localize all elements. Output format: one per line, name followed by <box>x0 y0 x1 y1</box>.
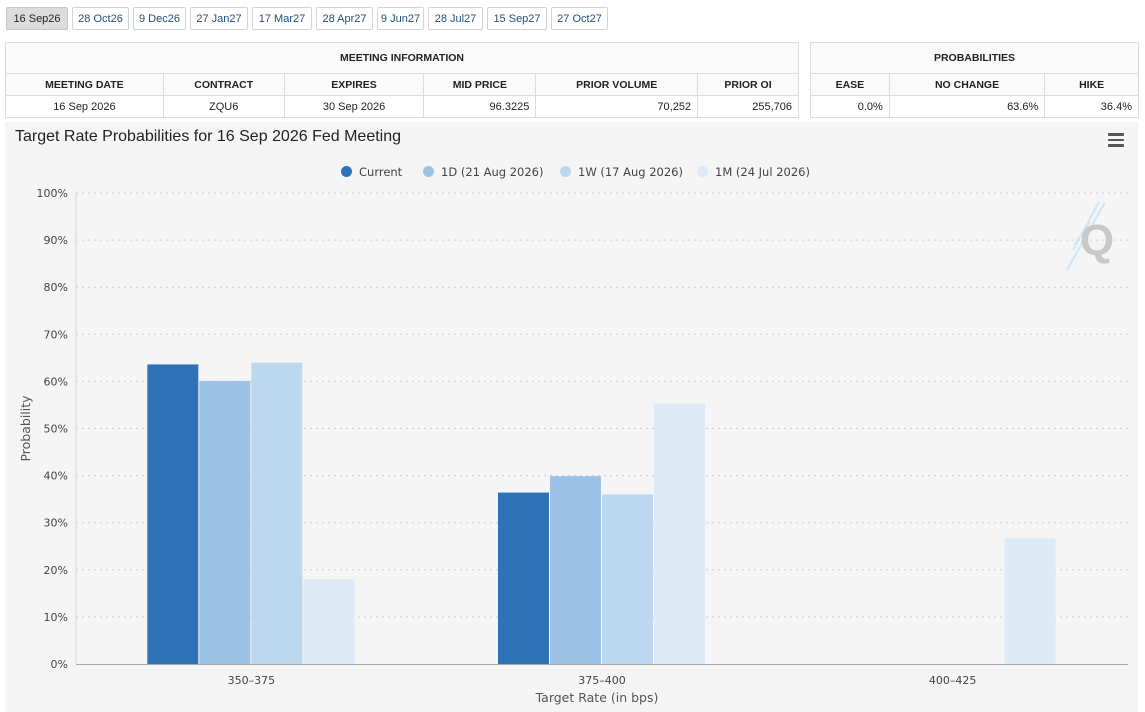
col-ease: EASE <box>810 73 890 96</box>
col-expires: EXPIRES <box>283 73 425 96</box>
col-no-change: NO CHANGE <box>888 73 1046 96</box>
bar-2-1 <box>602 494 653 664</box>
legend-swatch <box>423 166 434 177</box>
mid-price-value: 96.3225 <box>423 95 537 118</box>
tab-meeting[interactable]: 27 Jan27 <box>190 7 248 30</box>
col-mid-price: MID PRICE <box>423 73 537 96</box>
col-prior-volume: PRIOR VOLUME <box>535 73 699 96</box>
bar-0-1 <box>498 492 549 664</box>
y-tick-label: 20% <box>44 564 68 577</box>
legend-label: 1D (21 Aug 2026) <box>441 165 544 179</box>
legend-item[interactable]: 1M (24 Jul 2026) <box>697 165 810 179</box>
chart-panel: Q 0% 10% 20% 30% 40% 50% 60% 70% 80% 90% 100% 350–37… <box>5 122 1138 712</box>
prior-oi-value: 255,706 <box>697 95 799 118</box>
bar-3-0 <box>303 579 355 664</box>
y-axis-title: Probability <box>18 395 33 462</box>
meeting-info-table: MEETING INFORMATION MEETING DATE CONTRAC… <box>5 42 799 118</box>
legend-item[interactable]: 1D (21 Aug 2026) <box>423 165 543 179</box>
legend-item[interactable]: 1W (17 Aug 2026) <box>560 165 683 179</box>
hamburger-menu-icon[interactable] <box>1108 133 1124 147</box>
x-tick-label: 350–375 <box>228 674 276 687</box>
bar-1-1 <box>550 476 601 664</box>
legend-label: 1M (24 Jul 2026) <box>715 165 810 179</box>
probabilities-table: PROBABILITIES EASE NO CHANGE HIKE 0.0% 6… <box>810 42 1139 118</box>
y-tick-label: 70% <box>44 328 68 341</box>
table-row: 0.0% 63.6% 36.4% <box>810 95 1139 118</box>
bar-2-0 <box>251 362 303 664</box>
y-tick-label: 80% <box>44 281 68 294</box>
y-tick-label: 0% <box>51 658 68 671</box>
ease-value: 0.0% <box>810 95 890 118</box>
tab-meeting[interactable]: 9 Jun27 <box>377 7 424 30</box>
y-tick-label: 40% <box>44 470 68 483</box>
col-contract: CONTRACT <box>162 73 285 96</box>
meeting-info-title: MEETING INFORMATION <box>5 42 799 74</box>
y-tick-label: 30% <box>44 517 68 530</box>
expires-value: 30 Sep 2026 <box>283 95 425 118</box>
watermark-stripes <box>1066 201 1106 271</box>
tab-meeting[interactable]: 28 Oct26 <box>72 7 129 30</box>
bar-3-1 <box>654 403 705 664</box>
bar-0-0 <box>147 364 199 664</box>
table-row: 16 Sep 2026 ZQU6 30 Sep 2026 96.3225 70,… <box>5 95 799 118</box>
no-change-value: 63.6% <box>888 95 1046 118</box>
contract-value: ZQU6 <box>162 95 285 118</box>
x-tick-label: 400–425 <box>929 674 977 687</box>
tab-meeting[interactable]: 9 Dec26 <box>133 7 186 30</box>
y-tick-label: 100% <box>37 187 68 200</box>
y-tick-label: 90% <box>44 234 68 247</box>
col-meeting-date: MEETING DATE <box>5 73 164 96</box>
bar-1-0 <box>199 380 251 664</box>
probabilities-title: PROBABILITIES <box>810 42 1139 74</box>
meeting-date-value: 16 Sep 2026 <box>5 95 164 118</box>
col-prior-oi: PRIOR OI <box>697 73 799 96</box>
chart-legend: Current 1D (21 Aug 2026) 1W (17 Aug 2026) 1… <box>5 165 1138 181</box>
legend-item[interactable]: Current <box>341 165 402 179</box>
tab-meeting[interactable]: 15 Sep27 <box>487 7 547 30</box>
x-axis-title: Target Rate (in bps) <box>535 690 659 705</box>
bar-3-2 <box>1004 538 1056 664</box>
chart-title: Target Rate Probabilities for 16 Sep 202… <box>15 128 402 145</box>
tab-meeting[interactable]: 16 Sep26 <box>6 7 68 30</box>
y-tick-label: 50% <box>44 423 68 436</box>
prior-volume-value: 70,252 <box>535 95 699 118</box>
col-hike: HIKE <box>1044 73 1139 96</box>
x-tick-label: 375–400 <box>578 674 626 687</box>
tab-meeting[interactable]: 28 Jul27 <box>428 7 483 30</box>
y-tick-label: 60% <box>44 375 68 388</box>
legend-label: Current <box>359 165 403 179</box>
tab-meeting[interactable]: 28 Apr27 <box>316 7 373 30</box>
y-tick-label: 10% <box>44 611 68 624</box>
bar-chart: Q0%10%20%30%40%50%60%70%80%90%100%350–37… <box>18 187 1128 705</box>
tab-meeting[interactable]: 17 Mar27 <box>252 7 312 30</box>
tab-meeting[interactable]: 27 Oct27 <box>551 7 608 30</box>
legend-swatch <box>697 166 708 177</box>
legend-label: 1W (17 Aug 2026) <box>578 165 683 179</box>
legend-swatch <box>560 166 571 177</box>
hike-value: 36.4% <box>1044 95 1139 118</box>
legend-swatch <box>341 166 352 177</box>
